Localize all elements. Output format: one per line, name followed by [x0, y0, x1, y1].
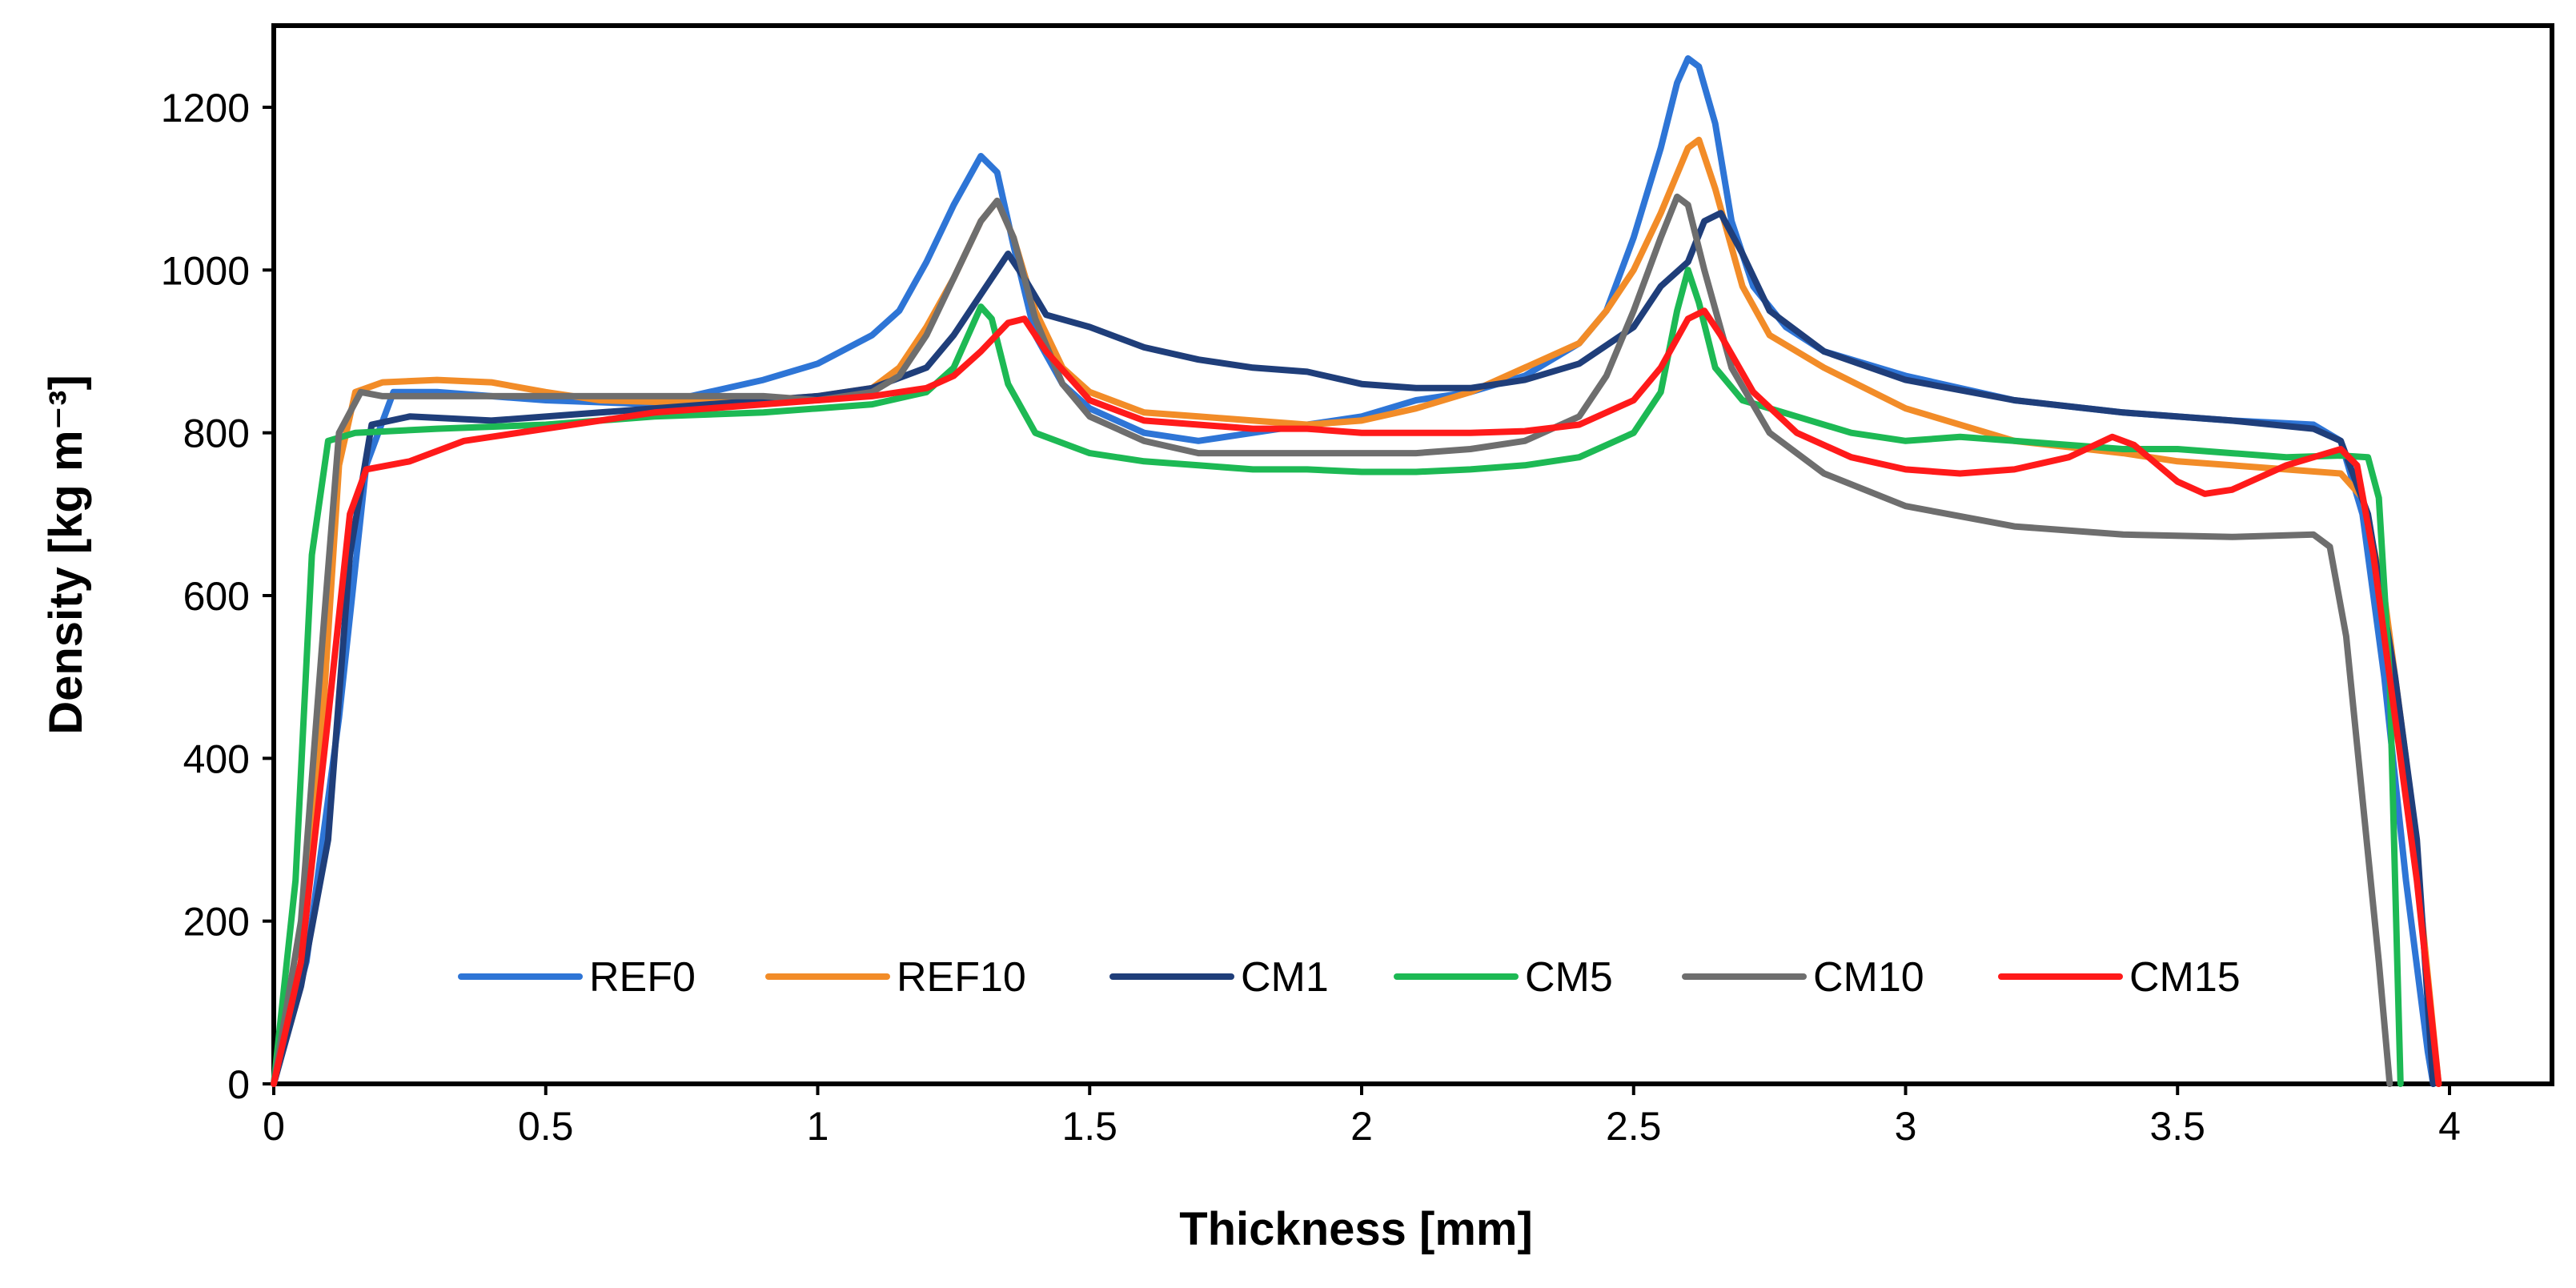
series-line-cm10	[271, 193, 2393, 1087]
y-tick-label: 1000	[161, 248, 250, 293]
x-axis-title: Thickness [mm]	[1179, 1203, 1533, 1255]
legend-label-cm5: CM5	[1525, 954, 1613, 1001]
plot-frame	[271, 23, 2554, 1086]
y-tick-label: 800	[183, 411, 250, 456]
y-tick-label: 200	[183, 900, 250, 945]
y-axis-title: Density [kg m⁻³]	[40, 375, 92, 735]
legend-label-ref10: REF10	[897, 954, 1026, 1001]
x-tick-label: 0	[263, 1104, 285, 1149]
x-axis-ticks: 0 0.5 1 1.5 2 2.5 3 3.5 4	[263, 1084, 2461, 1149]
y-tick-label: 1200	[161, 86, 250, 130]
x-tick-label: 4	[2438, 1104, 2461, 1149]
x-tick-label: 3.5	[2149, 1104, 2205, 1149]
x-tick-label: 1.5	[1061, 1104, 1117, 1149]
x-tick-label: 2	[1350, 1104, 1373, 1149]
y-tick-label: 600	[183, 574, 250, 619]
legend: REF0 REF10 CM1 CM5 CM10 CM15	[458, 954, 2241, 1001]
y-tick-label: 0	[227, 1062, 250, 1107]
y-axis-ticks: 0 200 400 600 800 1000 1200	[161, 86, 274, 1107]
series-line-cm5	[271, 267, 2404, 1087]
x-tick-label: 0.5	[518, 1104, 574, 1149]
y-tick-label: 400	[183, 736, 250, 781]
series-line-ref0	[271, 55, 2437, 1087]
x-tick-label: 2.5	[1606, 1104, 1662, 1149]
series-lines	[271, 55, 2442, 1087]
legend-label-cm1: CM1	[1241, 954, 1329, 1001]
series-line-cm15	[271, 307, 2442, 1087]
series-line-cm1	[271, 210, 2437, 1087]
legend-label-cm15: CM15	[2129, 954, 2241, 1001]
series-line-ref10	[271, 136, 2442, 1087]
x-tick-label: 1	[807, 1104, 829, 1149]
legend-label-cm10: CM10	[1813, 954, 1924, 1001]
x-tick-label: 3	[1895, 1104, 1917, 1149]
legend-label-ref0: REF0	[589, 954, 696, 1001]
